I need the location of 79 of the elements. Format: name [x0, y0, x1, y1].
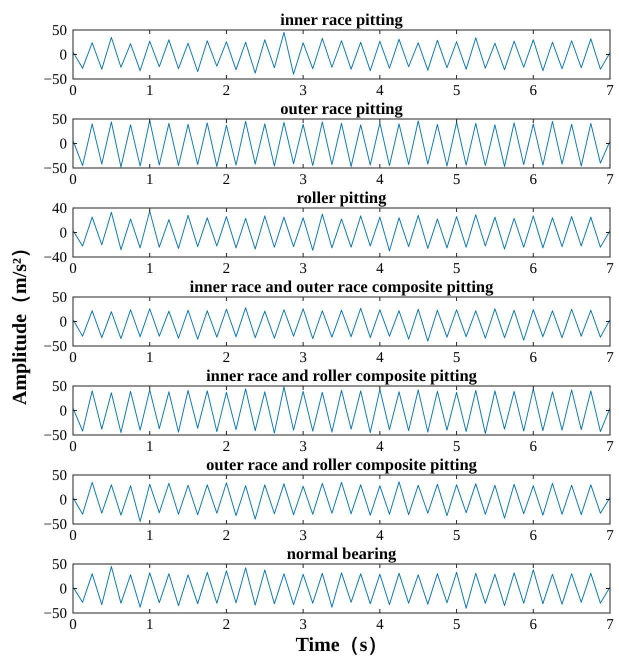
x-tick-label: 6: [530, 172, 538, 188]
y-tick-label: −50: [44, 161, 67, 177]
x-tick-label: 7: [606, 617, 614, 633]
x-tick-label: 4: [376, 439, 384, 455]
y-tick-label: 0: [60, 492, 67, 508]
x-tick-label: 3: [299, 528, 307, 544]
y-tick-label: 0: [60, 48, 67, 64]
y-tick-label: 50: [52, 468, 67, 484]
x-tick-label: 7: [606, 261, 614, 277]
x-tick-label: 4: [376, 83, 384, 99]
y-tick-label: 50: [52, 290, 67, 306]
x-tick-label: 1: [146, 528, 154, 544]
x-tick-label: 6: [530, 617, 538, 633]
x-tick-label: 3: [299, 83, 307, 99]
x-tick-label: 6: [530, 528, 538, 544]
x-tick-label: 3: [299, 350, 307, 366]
chart-title: inner race and outer race composite pitting: [190, 277, 494, 296]
x-tick-label: 7: [606, 172, 614, 188]
x-tick-label: 7: [606, 528, 614, 544]
x-tick-label: 5: [452, 617, 460, 633]
chart-title: roller pitting: [296, 188, 388, 207]
x-tick-label: 7: [606, 350, 614, 366]
x-tick-label: 4: [376, 617, 384, 633]
y-tick-label: 0: [60, 226, 67, 242]
x-tick-label: 3: [299, 617, 307, 633]
x-tick-label: 5: [452, 172, 460, 188]
x-tick-label: 4: [376, 528, 384, 544]
chart-title: normal bearing: [286, 544, 398, 563]
chart-title: inner race pitting: [280, 10, 404, 29]
x-tick-label: 4: [376, 261, 384, 277]
x-tick-label: 4: [376, 172, 384, 188]
chart-title: outer race pitting: [280, 99, 404, 118]
x-tick-label: 1: [146, 261, 154, 277]
x-tick-label: 5: [452, 439, 460, 455]
x-tick-label: 3: [299, 261, 307, 277]
y-tick-label: 50: [52, 379, 67, 395]
y-tick-label: 50: [52, 112, 67, 128]
y-tick-label: 0: [60, 582, 67, 598]
x-tick-label: 6: [530, 261, 538, 277]
x-tick-label: 2: [222, 617, 230, 633]
x-tick-label: 5: [452, 83, 460, 99]
x-tick-label: 2: [222, 439, 230, 455]
chart-title: outer race and roller composite pitting: [206, 455, 478, 474]
x-axis-title: Time（s）: [296, 634, 388, 656]
chart-title: inner race and roller composite pitting: [206, 366, 478, 385]
x-tick-label: 2: [222, 350, 230, 366]
x-tick-label: 2: [222, 528, 230, 544]
x-tick-label: 5: [452, 350, 460, 366]
x-tick-label: 7: [606, 83, 614, 99]
y-tick-label: −40: [44, 250, 67, 266]
x-tick-label: 5: [452, 528, 460, 544]
x-tick-label: 1: [146, 350, 154, 366]
x-tick-label: 3: [299, 172, 307, 188]
x-tick-label: 1: [146, 172, 154, 188]
y-tick-label: −50: [44, 339, 67, 355]
x-tick-label: 2: [222, 83, 230, 99]
y-tick-label: 50: [52, 23, 67, 39]
x-tick-label: 6: [530, 439, 538, 455]
y-tick-label: −50: [44, 606, 67, 622]
x-tick-label: 1: [146, 617, 154, 633]
x-tick-label: 3: [299, 439, 307, 455]
x-tick-label: 2: [222, 172, 230, 188]
x-tick-label: 6: [530, 83, 538, 99]
x-tick-label: 1: [146, 439, 154, 455]
x-tick-label: 5: [452, 261, 460, 277]
y-tick-label: 0: [60, 136, 67, 152]
y-tick-label: 0: [60, 314, 67, 330]
y-tick-label: 0: [60, 404, 67, 420]
y-axis-title: Amplitude（m/s²）: [9, 238, 31, 406]
x-tick-label: 2: [222, 261, 230, 277]
x-tick-label: 6: [530, 350, 538, 366]
y-tick-label: −50: [44, 428, 67, 444]
y-tick-label: 40: [52, 201, 67, 217]
x-tick-label: 4: [376, 350, 384, 366]
y-tick-label: −50: [44, 517, 67, 533]
y-tick-label: 50: [52, 557, 67, 573]
x-tick-label: 1: [146, 83, 154, 99]
y-tick-label: −50: [44, 72, 67, 88]
x-tick-label: 7: [606, 439, 614, 455]
